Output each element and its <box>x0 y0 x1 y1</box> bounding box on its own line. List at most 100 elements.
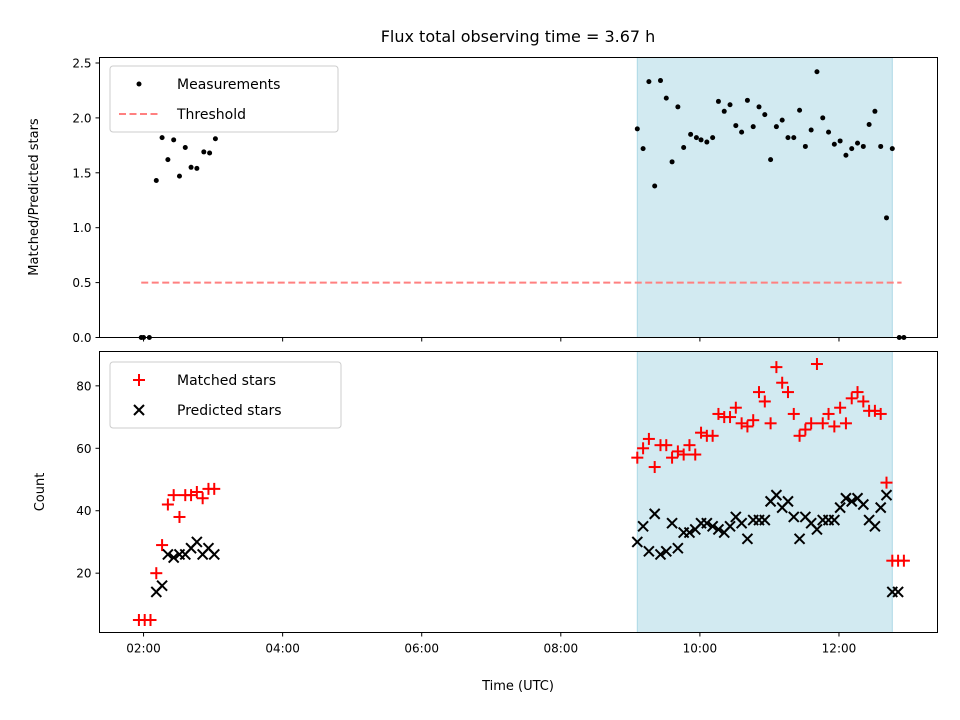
matched-star-point <box>173 510 186 523</box>
measurement-point <box>773 124 779 130</box>
matched-star-point <box>845 392 858 405</box>
predicted-star-point <box>741 533 754 545</box>
predicted-stars-points <box>150 489 904 598</box>
predicted-star-stroke <box>730 511 742 523</box>
matched-star-point <box>689 448 702 461</box>
top-y-tick-label: 2.5 <box>72 56 91 70</box>
predicted-star-stroke <box>712 523 725 536</box>
measurement-point <box>884 215 890 221</box>
bottom-legend: Matched stars Predicted stars <box>109 361 342 429</box>
bottom-x-ticks: 02:00 04:00 06:00 08:00 10:00 12:00 <box>126 632 857 656</box>
predicted-star-point <box>840 492 852 504</box>
matched-star-point <box>660 439 673 452</box>
measurement-point <box>762 112 768 118</box>
predicted-star-stroke <box>660 545 672 558</box>
measurement-point <box>849 146 855 152</box>
predicted-star-point <box>834 501 846 514</box>
measurement-point <box>872 108 878 114</box>
measurement-point <box>843 152 849 158</box>
matched-star-point <box>874 407 887 420</box>
measurement-point <box>791 135 797 141</box>
matched-star-point <box>683 439 696 452</box>
matched-star-point <box>724 411 737 424</box>
measurement-point <box>669 159 675 165</box>
predicted-star-stroke <box>701 517 713 529</box>
matched-star-point <box>839 417 852 430</box>
measurement-point <box>176 173 182 179</box>
x-tick-label: 10:00 <box>683 642 718 656</box>
predicted-star-stroke <box>874 501 887 514</box>
predicted-star-stroke <box>741 533 754 545</box>
matched-star-point <box>776 376 789 389</box>
predicted-star-point <box>191 536 203 548</box>
measurement-point <box>194 165 200 171</box>
measurement-point <box>889 146 895 152</box>
measurement-point <box>785 135 791 141</box>
measurement-point <box>675 104 681 110</box>
predicted-star-point <box>788 511 800 523</box>
measurement-point <box>188 164 194 170</box>
predicted-star-point <box>156 579 168 592</box>
matched-star-point <box>150 567 163 580</box>
measurement-point <box>698 137 704 143</box>
predicted-star-point <box>208 548 220 561</box>
x-tick-label: 12:00 <box>822 642 857 656</box>
matched-star-point <box>706 429 719 442</box>
predicted-star-stroke <box>202 542 215 554</box>
predicted-star-point <box>846 495 858 508</box>
predicted-star-point <box>759 514 771 526</box>
measurement-point <box>640 146 646 152</box>
top-y-axis-label: Matched/Predicted stars <box>27 118 42 276</box>
predicted-star-point <box>880 489 893 501</box>
chart-title: Flux total observing time = 3.67 h <box>381 27 656 46</box>
top-y-tick-label: 1.5 <box>72 166 91 180</box>
predicted-star-point <box>167 551 180 564</box>
predicted-star-stroke <box>846 495 858 508</box>
predicted-star-point <box>648 508 661 520</box>
bottom-legend-box <box>109 361 342 429</box>
predicted-star-stroke <box>759 514 771 526</box>
matched-star-point <box>822 407 835 420</box>
measurement-point <box>634 126 640 132</box>
x-tick-label: 04:00 <box>265 642 300 656</box>
predicted-star-stroke <box>208 548 220 561</box>
measurement-point <box>750 124 756 130</box>
x-axis-label: Time (UTC) <box>481 679 554 694</box>
matched-star-point <box>666 451 679 464</box>
bottom-y-tick-label: 20 <box>76 567 91 581</box>
predicted-star-point <box>724 520 736 533</box>
matched-star-point <box>190 486 203 498</box>
matched-star-point <box>747 414 760 427</box>
matched-star-point <box>161 498 174 511</box>
measurement-point <box>159 135 165 141</box>
matched-star-point <box>805 417 818 430</box>
predicted-star-point <box>643 545 655 558</box>
measurement-point <box>779 117 785 123</box>
matched-star-point <box>857 395 870 408</box>
bottom-y-ticks: 20 40 60 80 <box>76 379 100 581</box>
predicted-star-point <box>706 520 719 533</box>
predicted-star-stroke <box>167 551 180 564</box>
measurement-point <box>739 129 745 135</box>
legend-matched-label: Matched stars <box>177 373 276 389</box>
matched-star-point <box>810 357 823 370</box>
predicted-star-point <box>782 495 794 508</box>
matched-star-point <box>834 401 847 414</box>
x-tick-label: 02:00 <box>126 642 161 656</box>
predicted-star-point <box>869 520 881 533</box>
bottom-y-tick-label: 40 <box>76 504 91 518</box>
matched-star-point <box>793 429 806 442</box>
legend-threshold-label: Threshold <box>176 107 246 123</box>
predicted-star-point <box>892 586 904 598</box>
bottom-y-tick-label: 80 <box>76 379 91 393</box>
matched-star-point <box>764 417 777 430</box>
predicted-star-point <box>857 498 870 511</box>
measurement-point <box>860 143 866 149</box>
legend-predicted-marker <box>133 404 145 416</box>
predicted-star-stroke <box>828 514 841 526</box>
predicted-star-stroke <box>654 548 667 561</box>
matched-star-point <box>208 482 221 495</box>
predicted-star-point <box>660 545 672 558</box>
shaded-observing-window <box>636 57 893 338</box>
